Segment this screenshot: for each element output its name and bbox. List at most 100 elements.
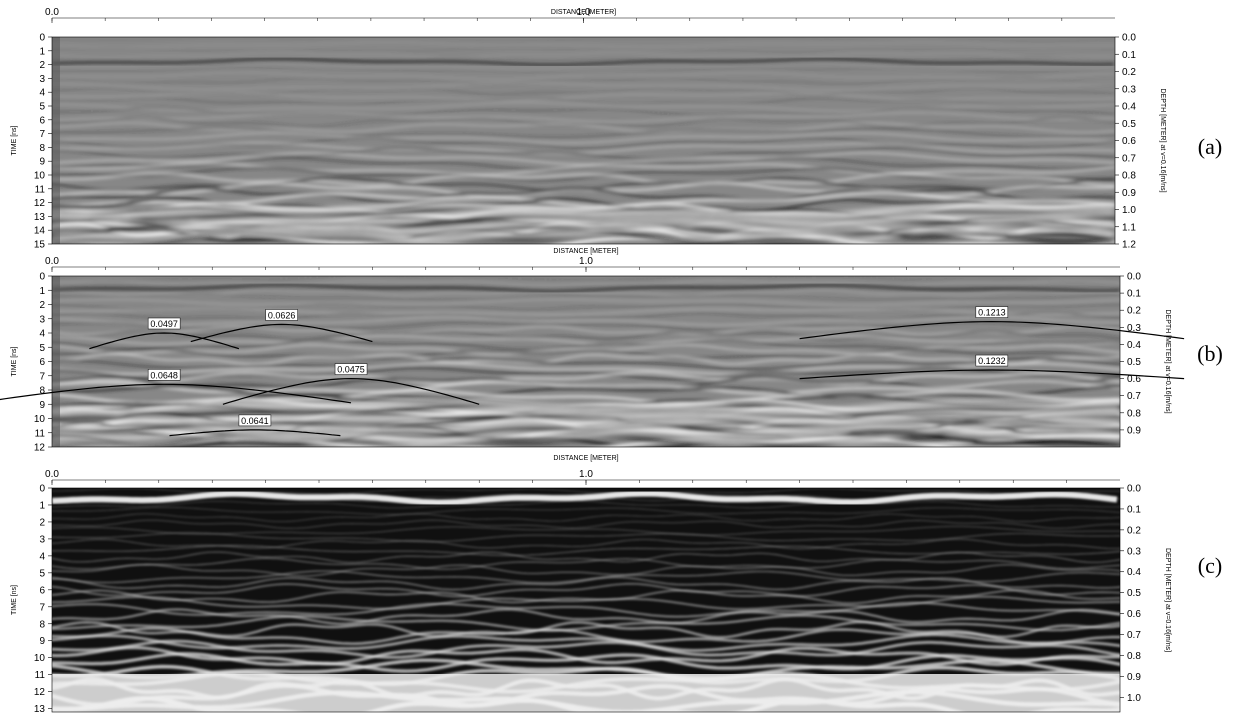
y-left-tick-label: 7 [39,602,45,613]
velocity-label: 0.0475 [337,365,365,375]
envelope-band [52,500,1120,509]
envelope-band [52,639,1120,659]
envelope-band [52,620,1120,639]
deep-reflection [52,413,1120,429]
deep-reflection [52,202,1115,218]
y-left-tick-label: 7 [39,371,45,382]
y-right-tick-label: 0.2 [1127,525,1141,536]
radargram-image [52,37,1115,244]
y-left-tick-label: 0 [39,33,45,44]
hyperbola-fit: 0.0626 [190,309,373,343]
reflection-band [52,330,1120,341]
hyperbola-curve [0,383,352,404]
envelope-band [52,532,1120,543]
reflection-band [52,161,1115,176]
y-left-tick-label: 6 [39,585,45,596]
reflection-band [52,307,1120,316]
velocity-label: 0.0648 [150,370,178,380]
reflection-band [52,96,1115,107]
y-right-tick-label: 0.7 [1127,391,1141,402]
y-left-tick-label: 9 [39,400,45,411]
x-tick-label: 0.0 [45,256,59,267]
envelope-band [52,570,1120,584]
y-right-tick-label: 1.1 [1122,222,1136,233]
y-left-axis-title: TIME [ns] [11,346,18,376]
reflection-band [52,325,1120,336]
y-right-tick-label: 0.7 [1127,630,1141,641]
reflection-band [52,46,1115,54]
y-right-tick-label: 0.6 [1122,136,1136,147]
reflection-band [52,348,1120,360]
deep-reflection [52,206,1115,222]
y-left-tick-label: 0 [39,484,45,495]
y-left-tick-label: 2 [39,300,45,311]
reflection-band [52,41,1115,48]
velocity-label: 0.0641 [241,416,269,426]
y-right-tick-label: 0.9 [1127,672,1141,683]
radargram-image [52,276,1120,447]
reflection-band [52,186,1115,204]
velocity-label: 0.0497 [150,319,178,329]
deep-reflections [52,202,1115,244]
reflection-band [52,146,1115,161]
x-tick-label: 0.0 [45,7,59,18]
y-right-tick-label: 0.4 [1122,102,1136,113]
y-left-tick-label: 10 [34,171,46,182]
y-right-tick-label: 0.5 [1122,119,1136,130]
y-left-tick-label: 1 [39,46,45,57]
reflection-band [52,311,1120,321]
y-right-axis-title: DEPTH [METER] at v=0.16[m/ns] [1159,88,1166,192]
y-left-tick-label: 11 [35,428,46,439]
reflection-band [52,66,1115,75]
envelope-band [52,627,1120,646]
panel-label: (a) [1198,134,1222,159]
reflection-band [52,276,1120,282]
y-left-tick-label: 8 [39,386,45,397]
trace-edge [52,276,60,447]
reflection-band [52,385,1120,400]
trace-edge [52,37,60,244]
reflection-band [52,280,1120,287]
reflection-band [52,289,1120,297]
y-right-tick-label: 0.1 [1122,50,1136,61]
velocity-label: 0.1232 [978,356,1006,366]
envelope-band [52,557,1120,570]
reflection-band [52,201,1115,220]
velocity-label-box [265,309,298,321]
reflection-band [52,371,1120,386]
y-left-tick-label: 2 [39,517,45,528]
y-left-tick-label: 1 [39,500,45,511]
y-left-tick-label: 5 [39,343,45,354]
y-left-tick-label: 5 [39,102,45,113]
panel-label: (b) [1197,341,1223,366]
envelope-band [52,551,1120,564]
hyperbola-fit: 0.0648 [0,369,352,404]
velocity-label-box [975,306,1009,318]
y-left-tick-label: 9 [39,636,45,647]
x-axis-title: DISTANCE [METER] [553,248,618,255]
surface-envelope [52,490,1118,506]
y-left-tick-label: 4 [39,329,45,340]
y-right-tick-label: 0.4 [1127,567,1141,578]
envelope-band [52,513,1120,523]
deep-reflection [52,398,1120,414]
radargram-image [52,488,1120,712]
y-left-axis-title: TIME [ns] [11,125,18,155]
hyperbola-curve [222,377,480,405]
envelope-band [52,589,1120,605]
y-right-tick-label: 1.0 [1122,205,1136,216]
reflection-band [52,121,1115,134]
deep-reflection [52,408,1120,424]
x-tick-label: 0.0 [45,469,59,480]
x-tick-label: 1.0 [577,7,591,18]
envelope-band [52,582,1120,598]
y-right-tick-label: 0.2 [1122,67,1136,78]
y-right-tick-label: 0.1 [1127,289,1141,300]
y-right-axis-title: DEPTH [METER] at v=0.16[m/ns] [1164,309,1171,413]
envelope-band [52,652,1120,673]
y-axis-depth: 0.0 0.1 0.2 0.3 0.4 0.5 0.6 0.7 0.8 0.9 1.0 DEPTH [… [1120,484,1171,704]
y-right-axis-title: DEPTH [METER] at v=0.16[m/ns] [1164,548,1171,652]
